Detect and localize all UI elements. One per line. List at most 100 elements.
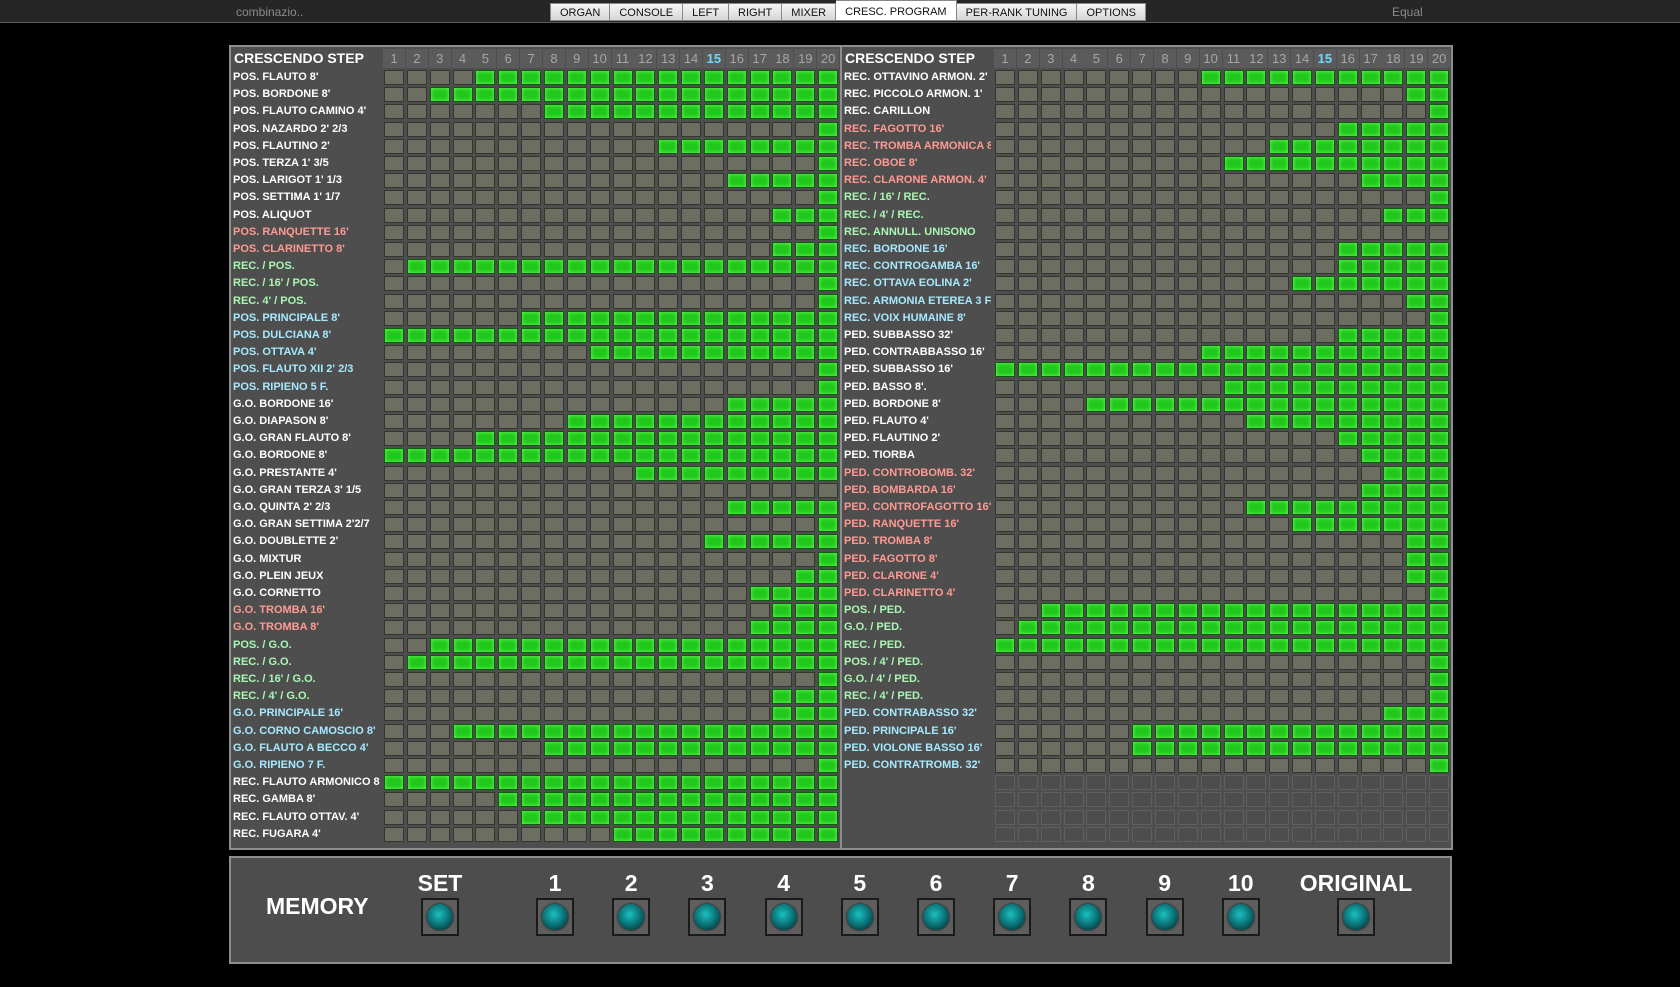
step-cell[interactable] [1383,689,1404,705]
step-cell[interactable] [589,620,610,636]
step-cell[interactable] [1314,586,1335,601]
step-cell[interactable] [1406,758,1427,773]
step-cell[interactable] [1200,431,1221,447]
step-cell[interactable] [589,517,610,533]
step-cell[interactable] [1040,448,1061,464]
step-cell[interactable] [429,190,450,206]
step-cell-on[interactable] [681,87,702,103]
step-cell[interactable] [1040,723,1061,739]
step-cell-on[interactable] [521,328,542,343]
step-cell-on[interactable] [818,242,839,257]
step-cell[interactable] [1337,465,1358,481]
step-cell[interactable] [475,672,496,687]
step-cell-on[interactable] [1269,740,1290,756]
step-cell[interactable] [406,551,427,567]
step-cell[interactable] [995,310,1015,326]
step-cell-on[interactable] [795,534,816,550]
step-cell[interactable] [543,224,564,240]
step-cell[interactable] [795,224,816,240]
step-cell[interactable] [1269,706,1290,722]
step-cell[interactable] [1063,242,1084,257]
step-cell-on[interactable] [1360,500,1381,515]
step-cell[interactable] [772,293,793,309]
step-cell-on[interactable] [1132,620,1153,636]
step-cell[interactable] [1177,328,1198,343]
step-cell-on[interactable] [1337,156,1358,171]
step-cell-on[interactable] [1360,242,1381,257]
step-cell[interactable] [1017,500,1038,515]
step-cell[interactable] [612,620,633,636]
step-cell[interactable] [772,517,793,533]
step-cell[interactable] [749,689,770,705]
step-cell[interactable] [612,586,633,601]
step-cell-on[interactable] [726,654,747,670]
step-cell-on[interactable] [703,809,724,825]
step-cell-on[interactable] [589,723,610,739]
step-cell-on[interactable] [1406,328,1427,343]
step-cell[interactable] [612,551,633,567]
step-cell[interactable] [1246,190,1267,206]
step-cell-on[interactable] [1063,603,1084,619]
step-cell[interactable] [498,242,519,257]
step-cell-on[interactable] [1406,723,1427,739]
step-cell[interactable] [1269,689,1290,705]
step-cell-on[interactable] [1429,328,1450,343]
step-cell[interactable] [521,603,542,619]
step-cell[interactable] [726,224,747,240]
step-cell[interactable] [1132,672,1153,687]
step-cell-on[interactable] [521,637,542,653]
step-cell[interactable] [452,379,473,395]
step-cell-on[interactable] [1040,620,1061,636]
step-cell-on[interactable] [795,396,816,412]
step-cell[interactable] [384,362,404,378]
step-cell[interactable] [612,396,633,412]
step-cell[interactable] [1086,310,1107,326]
step-cell[interactable] [1360,190,1381,206]
step-cell[interactable] [475,276,496,292]
step-cell-on[interactable] [1383,465,1404,481]
step-cell-on[interactable] [795,448,816,464]
step-cell[interactable] [612,156,633,171]
step-cell-on[interactable] [818,517,839,533]
step-cell[interactable] [452,396,473,412]
step-cell[interactable] [749,706,770,722]
step-cell-on[interactable] [1292,517,1313,533]
step-cell[interactable] [1040,70,1061,85]
step-cell-on[interactable] [703,87,724,103]
step-cell[interactable] [566,500,587,515]
step-cell[interactable] [498,379,519,395]
step-cell[interactable] [1314,654,1335,670]
step-cell-on[interactable] [1177,637,1198,653]
step-cell[interactable] [589,379,610,395]
step-cell-on[interactable] [681,431,702,447]
step-cell[interactable] [1223,87,1244,103]
step-cell-on[interactable] [612,809,633,825]
step-cell[interactable] [1406,689,1427,705]
step-cell-on[interactable] [1269,345,1290,361]
step-cell-on[interactable] [1429,310,1450,326]
step-cell-on[interactable] [1292,379,1313,395]
step-cell[interactable] [1292,706,1313,722]
step-cell[interactable] [498,293,519,309]
step-cell[interactable] [1154,517,1175,533]
step-cell[interactable] [1246,242,1267,257]
step-cell[interactable] [475,156,496,171]
step-cell[interactable] [429,379,450,395]
step-cell[interactable] [1292,448,1313,464]
step-cell[interactable] [1132,586,1153,601]
step-cell-on[interactable] [612,259,633,275]
step-cell[interactable] [521,568,542,584]
step-cell[interactable] [1337,586,1358,601]
step-cell[interactable] [1177,551,1198,567]
step-cell[interactable] [384,104,404,120]
step-cell-on[interactable] [1269,70,1290,85]
step-cell-on[interactable] [772,740,793,756]
step-cell[interactable] [795,517,816,533]
step-cell[interactable] [726,706,747,722]
step-cell[interactable] [1360,654,1381,670]
step-cell[interactable] [589,224,610,240]
step-cell-on[interactable] [1383,448,1404,464]
step-cell[interactable] [498,500,519,515]
step-cell[interactable] [726,242,747,257]
step-cell[interactable] [1200,173,1221,189]
